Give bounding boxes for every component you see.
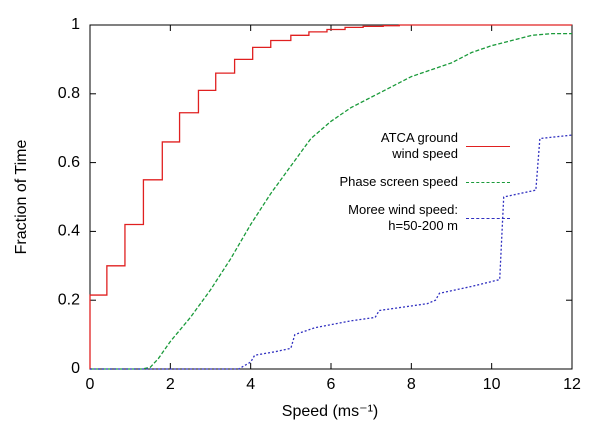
x-tick-label: 6 [327,376,336,393]
y-axis-label: Fraction of Time [13,140,30,255]
x-tick-label: 0 [86,376,95,393]
series-line [90,134,573,370]
y-tick-label: 0.2 [58,291,80,308]
legend-label: ATCA ground wind speed [380,130,458,161]
x-tick-label: 12 [563,376,581,393]
legend-entry: Phase screen speed [280,174,510,190]
y-tick-label: 0.8 [58,85,80,102]
series-line [89,24,572,369]
y-tick-label: 0 [71,360,80,377]
x-tick-label: 10 [483,376,501,393]
x-tick-label: 8 [407,376,416,393]
series-line [90,32,572,370]
legend-entry: Moree wind speed: h=50-200 m [280,202,510,234]
x-tick-label: 2 [166,376,175,393]
legend-label: Moree wind speed: h=50-200 m [348,202,458,233]
legend-swatch [466,217,510,219]
y-tick-label: 0.4 [58,223,80,240]
y-tick-label: 0.6 [58,154,80,171]
legend-label: Phase screen speed [339,174,458,189]
legend: ATCA ground wind speed Phase screen speed… [280,130,510,246]
x-axis-label: Speed (ms⁻¹) [282,403,378,420]
x-tick-label: 4 [246,376,255,393]
legend-swatch [466,181,510,183]
legend-entry: ATCA ground wind speed [280,130,510,162]
legend-swatch [466,145,510,147]
y-tick-label: 1 [71,16,80,33]
